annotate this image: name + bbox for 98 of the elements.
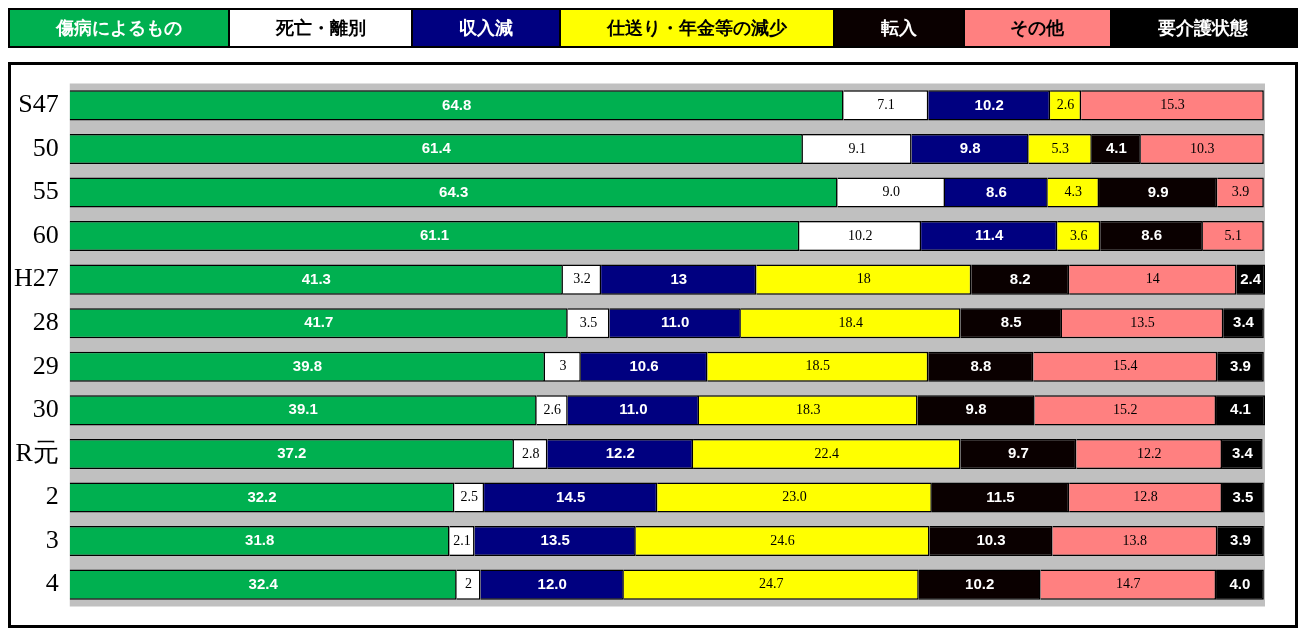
data-label: 4.1 — [1105, 139, 1127, 157]
data-label: 2.6 — [543, 402, 561, 418]
data-label: 13.5 — [1130, 314, 1155, 330]
data-label: 2.1 — [453, 532, 471, 548]
y-tick-label: 4 — [45, 568, 59, 598]
data-label: 11.0 — [660, 313, 690, 331]
data-label: 12.0 — [537, 574, 567, 592]
data-label: 10.2 — [974, 95, 1004, 113]
text: 傷病によるもの — [10, 10, 230, 46]
data-label: 8.5 — [1000, 313, 1022, 331]
data-label: 10.2 — [965, 574, 995, 592]
data-label: 13 — [670, 269, 688, 287]
data-label: 18 — [856, 271, 871, 287]
data-label: 18.3 — [796, 402, 821, 418]
text: 転入 — [834, 10, 965, 46]
y-tick-label: 28 — [32, 307, 59, 337]
text: 仕送り・年金等の減少 — [561, 10, 835, 46]
data-label: 3.9 — [1231, 184, 1250, 200]
text: 収入減 — [413, 10, 562, 46]
data-label: 3.9 — [1230, 356, 1251, 374]
data-label: 2.4 — [1240, 269, 1262, 287]
data-label: 2.8 — [521, 445, 540, 461]
data-label: 12.8 — [1133, 489, 1158, 505]
data-label: 8.2 — [1009, 269, 1031, 287]
data-label: 24.7 — [759, 576, 784, 592]
text: その他 — [964, 10, 1113, 46]
data-label: 10.3 — [1190, 140, 1215, 156]
data-label: 12.2 — [605, 444, 635, 462]
data-label: 8.8 — [970, 356, 992, 374]
data-label: 31.8 — [245, 531, 275, 549]
data-label: 3.5 — [579, 314, 598, 330]
data-label: 14 — [1145, 271, 1160, 287]
data-label: 2 — [465, 576, 473, 592]
data-label: 3.2 — [573, 271, 591, 287]
y-tick-label: 29 — [32, 350, 59, 380]
data-label: 3 — [559, 358, 567, 374]
data-label: 22.4 — [814, 445, 840, 461]
data-label: 12.2 — [1136, 445, 1162, 461]
y-tick-label: S47 — [18, 89, 59, 119]
data-label: 8.6 — [985, 182, 1007, 200]
data-label: 10.6 — [629, 356, 659, 374]
data-label: 64.8 — [442, 95, 472, 113]
y-tick-label: 2 — [45, 481, 59, 511]
data-label: 15.3 — [1160, 97, 1185, 113]
data-label: 2.6 — [1056, 97, 1075, 113]
data-label: 11.0 — [619, 400, 648, 418]
y-tick-label: H27 — [14, 263, 59, 293]
data-label: 37.2 — [277, 444, 307, 462]
data-label: 11.5 — [986, 487, 1015, 505]
data-label: 3.4 — [1231, 444, 1254, 462]
data-label: 9.7 — [1008, 444, 1029, 462]
data-label: 10.3 — [976, 531, 1006, 549]
data-label: 4.1 — [1230, 400, 1251, 418]
data-label: 14.5 — [556, 487, 586, 505]
text: 要介護状態 — [1112, 10, 1297, 46]
data-label: 39.1 — [288, 400, 318, 418]
y-tick-label: R元 — [15, 437, 59, 467]
data-label: 9.0 — [882, 184, 901, 200]
data-label: 41.7 — [304, 313, 334, 331]
data-label: 5.1 — [1224, 227, 1243, 243]
data-label: 4.0 — [1229, 574, 1251, 592]
data-label: 13.5 — [540, 531, 570, 549]
data-label: 13.8 — [1122, 532, 1148, 548]
data-label: 9.1 — [848, 140, 866, 156]
data-label: 32.4 — [248, 574, 279, 592]
data-label: 10.2 — [847, 227, 873, 243]
data-label: 24.6 — [770, 532, 795, 548]
y-tick-label: 55 — [32, 176, 59, 206]
data-label: 11.4 — [974, 226, 1005, 244]
data-label: 4.3 — [1064, 184, 1083, 200]
y-tick-label: 30 — [32, 394, 59, 424]
data-label: 7.1 — [877, 97, 895, 113]
data-label: 5.3 — [1051, 140, 1069, 156]
data-label: 39.8 — [292, 356, 322, 374]
data-label: 15.4 — [1113, 358, 1138, 374]
data-label: 15.2 — [1113, 402, 1138, 418]
data-label: 18.5 — [805, 358, 831, 374]
y-tick-label: 3 — [45, 524, 59, 554]
data-label: 3.5 — [1232, 487, 1254, 505]
data-label: 61.4 — [421, 139, 452, 157]
y-tick-label: 50 — [32, 132, 59, 162]
data-label: 64.3 — [439, 182, 469, 200]
data-label: 8.6 — [1141, 226, 1162, 244]
text: 死亡・離別 — [229, 10, 414, 46]
data-label: 9.9 — [1147, 182, 1169, 200]
data-label: 9.8 — [965, 400, 987, 418]
data-label: 14.7 — [1116, 576, 1141, 592]
data-label: 23.0 — [782, 489, 807, 505]
data-label: 32.2 — [247, 487, 277, 505]
data-label: 41.3 — [301, 269, 331, 287]
data-label: 18.4 — [838, 314, 863, 330]
data-label: 3.9 — [1230, 531, 1251, 549]
data-label: 3.4 — [1233, 313, 1255, 331]
data-label: 3.6 — [1069, 227, 1088, 243]
data-label: 61.1 — [419, 226, 450, 244]
y-tick-label: 60 — [32, 219, 59, 249]
data-label: 9.8 — [959, 139, 981, 157]
data-label: 2.5 — [460, 489, 478, 505]
